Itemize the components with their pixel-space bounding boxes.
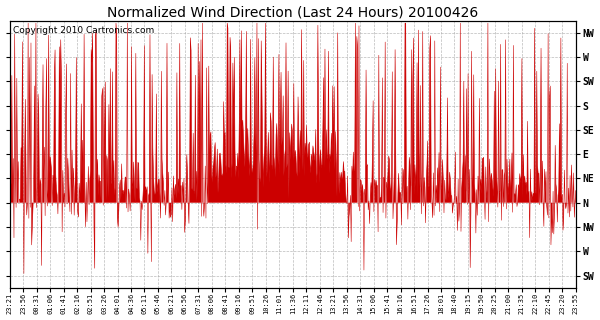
Title: Normalized Wind Direction (Last 24 Hours) 20100426: Normalized Wind Direction (Last 24 Hours… [107,5,478,20]
Text: Copyright 2010 Cartronics.com: Copyright 2010 Cartronics.com [13,26,154,35]
